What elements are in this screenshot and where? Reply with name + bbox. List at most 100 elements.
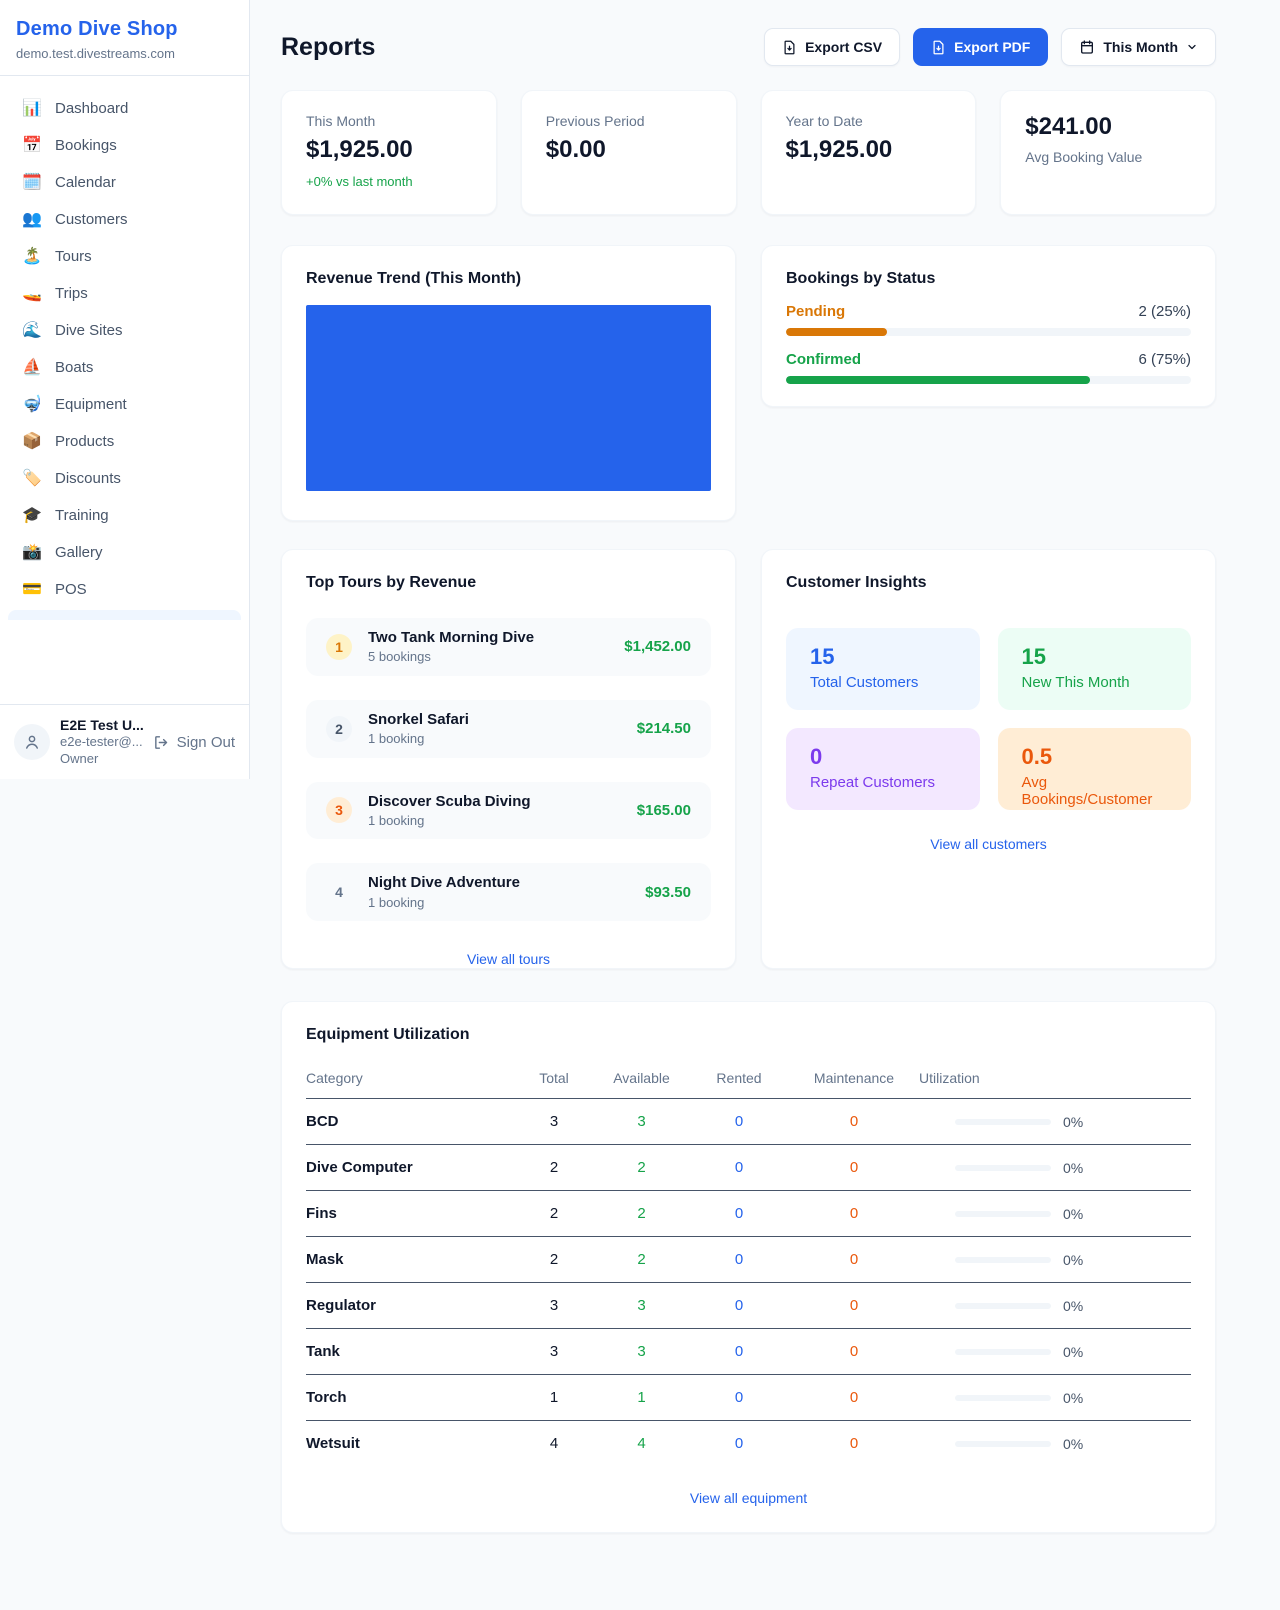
tour-name: Night Dive Adventure [368, 874, 520, 892]
user-icon [26, 735, 38, 749]
dive-sites-icon: 🌊 [22, 321, 42, 339]
sidebar-nav: 📊 Dashboard 📅 Bookings 🗓️ Calendar 👥 Customers 🏝… [0, 76, 249, 608]
sign-out-button[interactable]: Sign Out [153, 734, 235, 751]
equipment-category: Tank [306, 1328, 514, 1375]
stat-card-1: Previous Period $0.00 [520, 90, 737, 215]
view-all-customers-link[interactable]: View all customers [930, 836, 1047, 852]
equipment-rented: 0 [689, 1282, 789, 1329]
view-all-tours-link[interactable]: View all tours [466, 951, 550, 968]
bookings-by-status-title: Bookings by Status [786, 270, 936, 287]
period-select[interactable]: This Month [1061, 28, 1216, 66]
equipment-total: 4 [549, 1435, 559, 1452]
equipment-maintenance: 0 [789, 1236, 919, 1283]
sidebar-item-label: Discounts [55, 470, 121, 487]
tour-revenue: $1,452.00 [624, 638, 691, 656]
calendar-icon: 🗓️ [22, 173, 42, 191]
sidebar-item-label: Calendar [55, 174, 116, 191]
rank-badge: 3 [326, 797, 352, 824]
column-header-utilization: Utilization [919, 1062, 1191, 1099]
status-label: Pending [786, 303, 846, 320]
tour-revenue: $165.00 [636, 801, 691, 819]
tour-name: Two Tank Morning Dive [368, 629, 535, 646]
sidebar-item-tours[interactable]: 🏝️ Tours [8, 238, 241, 275]
equipment-available: 3 [594, 1282, 689, 1329]
table-row: Mask 2 2 0 0 0% [306, 1236, 1191, 1283]
user-name: E2E Test U... [60, 717, 144, 734]
equipment-total: 2 [514, 1236, 594, 1283]
insight-tile-0: 15 Total Customers [786, 628, 980, 710]
table-row: Wetsuit 4 4 0 0 0% [306, 1421, 1191, 1467]
export-csv-button[interactable]: Export CSV [764, 28, 901, 66]
avatar [14, 724, 50, 761]
utilization-percent: 0% [1063, 1435, 1084, 1452]
equipment-maintenance: 0 [789, 1190, 919, 1237]
main-content: Reports Export CSV Export PDF This Month [281, 0, 1216, 1533]
status-row-pending: Pending 2 (25%) [786, 303, 1191, 336]
equipment-rented: 0 [689, 1236, 789, 1283]
table-row: Dive Computer 2 2 0 0 0% [306, 1144, 1191, 1191]
equipment-available: 2 [594, 1236, 689, 1283]
rank-badge: 4 [335, 884, 343, 901]
sidebar-item-gallery[interactable]: 📸 Gallery [8, 534, 241, 571]
tour-list-item[interactable]: 4 Night Dive Adventure 1 booking $93.50 [306, 863, 711, 922]
equipment-icon: 🤿 [22, 395, 42, 413]
stat-value: $241.00 [1025, 113, 1113, 140]
status-bar-track [786, 328, 1191, 336]
sidebar-item-dashboard[interactable]: 📊 Dashboard [8, 90, 241, 127]
file-download-icon [933, 40, 944, 54]
equipment-category: Mask [306, 1236, 514, 1283]
sidebar-user-footer: E2E Test U... e2e-tester@... Owner Sign … [0, 704, 249, 779]
tour-list-item[interactable]: 2 Snorkel Safari 1 booking $214.50 [306, 699, 711, 758]
column-header-available: Available [594, 1062, 689, 1099]
tour-bookings-count: 1 booking [368, 812, 425, 828]
equipment-total: 1 [514, 1374, 594, 1421]
top-tours-title: Top Tours by Revenue [306, 574, 477, 591]
sidebar-item-equipment[interactable]: 🤿 Equipment [8, 386, 241, 423]
utilization-percent: 0% [1063, 1251, 1084, 1268]
sidebar-item-trips[interactable]: 🚤 Trips [8, 275, 241, 312]
status-bar-track [786, 376, 1191, 384]
customer-insights-card: Customer Insights 15 Total Customers 15 New… [761, 549, 1216, 969]
gallery-icon: 📸 [22, 543, 42, 561]
utilization-bar [955, 1348, 1051, 1355]
insight-label: New This Month [1021, 674, 1130, 691]
boats-icon: ⛵ [22, 358, 42, 376]
sidebar-item-training[interactable]: 🎓 Training [8, 497, 241, 534]
tour-list-item[interactable]: 3 Discover Scuba Diving 1 booking $165.00 [306, 781, 711, 840]
sidebar-item-label: Boats [55, 359, 94, 376]
insight-tile-3: 0.5 Avg Bookings/Customer [997, 728, 1191, 810]
sidebar-item-reports-active-partial[interactable] [8, 610, 241, 620]
sidebar-item-label: Training [55, 507, 109, 524]
utilization-percent: 0% [1063, 1297, 1084, 1314]
utilization-percent: 0% [1063, 1159, 1084, 1176]
sidebar-item-customers[interactable]: 👥 Customers [8, 201, 241, 238]
equipment-total: 3 [514, 1098, 594, 1145]
sidebar-item-dive-sites[interactable]: 🌊 Dive Sites [8, 312, 241, 349]
brand-name[interactable]: Demo Dive Shop [16, 18, 178, 40]
equipment-rented: 0 [689, 1190, 789, 1237]
revenue-trend-title: Revenue Trend (This Month) [306, 270, 522, 287]
export-pdf-button[interactable]: Export PDF [913, 28, 1049, 66]
status-count: 6 (75%) [1138, 351, 1191, 368]
tour-list-item[interactable]: 1 Two Tank Morning Dive 5 bookings $1,452.0… [306, 618, 711, 676]
sidebar-item-products[interactable]: 📦 Products [8, 423, 241, 460]
sidebar-item-pos[interactable]: 💳 POS [8, 571, 241, 608]
tour-bookings-count: 1 booking [368, 894, 425, 910]
view-all-equipment-link[interactable]: View all equipment [689, 1490, 808, 1506]
customer-insights-title: Customer Insights [786, 574, 927, 591]
sidebar-item-label: Products [55, 433, 115, 450]
table-row: Torch 1 1 0 0 0% [306, 1374, 1191, 1421]
equipment-utilization-card: Equipment Utilization Category Total Avail… [281, 1001, 1216, 1533]
stat-value: $0.00 [545, 136, 606, 163]
equipment-available: 3 [594, 1098, 689, 1145]
utilization-percent: 0% [1063, 1113, 1084, 1130]
sidebar-item-bookings[interactable]: 📅 Bookings [8, 127, 241, 164]
rank-badge: 2 [326, 715, 352, 742]
sidebar-item-discounts[interactable]: 🏷️ Discounts [8, 460, 241, 497]
equipment-available: 2 [594, 1190, 689, 1237]
sidebar-item-calendar[interactable]: 🗓️ Calendar [8, 164, 241, 201]
equipment-category: Torch [306, 1374, 514, 1421]
utilization-percent: 0% [1063, 1205, 1084, 1222]
sidebar-item-boats[interactable]: ⛵ Boats [8, 349, 241, 386]
equipment-rented: 0 [689, 1328, 789, 1375]
